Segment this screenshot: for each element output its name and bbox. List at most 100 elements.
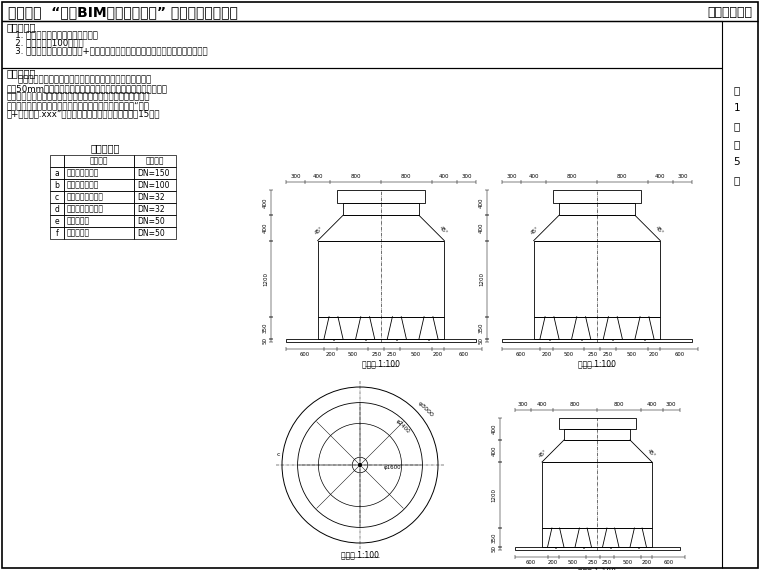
Text: 300: 300 (666, 402, 676, 407)
Text: c: c (277, 453, 280, 458)
Text: 考试要求：: 考试要求： (7, 22, 36, 32)
Bar (318, 317, 445, 339)
Bar (337, 190, 426, 203)
Text: 250: 250 (602, 560, 612, 565)
Text: 500: 500 (622, 560, 632, 565)
Text: 俯视图 1:100: 俯视图 1:100 (341, 550, 379, 559)
Bar (50, 167, 64, 179)
Bar (50, 227, 64, 239)
Bar (564, 429, 630, 440)
Text: DN=50: DN=50 (137, 217, 165, 226)
Text: 600: 600 (526, 560, 536, 565)
Text: 200: 200 (641, 560, 651, 565)
Bar (610, 547, 611, 548)
Bar (515, 547, 679, 550)
Bar (64, 155, 134, 167)
Bar (365, 339, 366, 340)
Text: 500: 500 (627, 352, 637, 357)
Bar (333, 339, 334, 340)
Text: 400: 400 (439, 174, 450, 179)
Bar (644, 339, 645, 340)
Text: 400: 400 (492, 424, 496, 434)
Text: 300: 300 (290, 174, 301, 179)
Bar (542, 528, 652, 547)
Text: 自动补充水管直径: 自动补充水管直径 (67, 205, 104, 214)
Bar (64, 167, 134, 179)
Bar (134, 215, 176, 227)
Bar (553, 190, 641, 203)
Text: 5: 5 (733, 157, 740, 167)
Bar (134, 179, 176, 191)
Text: 200: 200 (325, 352, 335, 357)
Text: 200: 200 (541, 352, 552, 357)
Text: 45°: 45° (313, 225, 324, 236)
Bar (64, 203, 134, 215)
Bar (134, 167, 176, 179)
Bar (581, 339, 582, 340)
Bar (583, 547, 584, 548)
Text: d: d (55, 205, 59, 214)
Bar (542, 462, 652, 528)
Text: 200: 200 (649, 352, 659, 357)
Text: 800: 800 (401, 174, 412, 179)
Text: 800: 800 (566, 174, 577, 179)
Text: 共: 共 (734, 139, 740, 149)
Text: 第十二期  “全国BIM技能等级考试” 二级（设备）试题: 第十二期 “全国BIM技能等级考试” 二级（设备）试题 (8, 5, 238, 19)
Text: 500: 500 (410, 352, 421, 357)
Bar (559, 418, 635, 429)
Text: f: f (55, 229, 59, 238)
Bar (534, 317, 660, 339)
Bar (396, 339, 397, 340)
Text: 250: 250 (603, 352, 613, 357)
Text: 页: 页 (734, 121, 740, 131)
Bar (318, 241, 445, 317)
Bar (134, 227, 176, 239)
Text: 400: 400 (537, 402, 547, 407)
Text: 径为50mm，图中标示不全地方请自行设置，通过构件集参数的方: 径为50mm，图中标示不全地方请自行设置，通过构件集参数的方 (7, 84, 168, 93)
Bar (134, 203, 176, 215)
Text: 1: 1 (733, 103, 740, 113)
Text: DN=50: DN=50 (137, 229, 165, 238)
Text: φ2400: φ2400 (394, 418, 410, 434)
Text: 300: 300 (518, 402, 528, 407)
Text: 一、根据图纸，用构件集方式建立冷却塔模型，支座圆管直: 一、根据图纸，用构件集方式建立冷却塔模型，支座圆管直 (7, 75, 151, 84)
Bar (50, 179, 64, 191)
Text: 300: 300 (506, 174, 517, 179)
Text: 400: 400 (479, 223, 484, 233)
Text: 表格中所给的管口直径设计连接件图元。请将模型文件以“冷却: 表格中所给的管口直径设计连接件图元。请将模型文件以“冷却 (7, 101, 150, 110)
Text: 50: 50 (492, 545, 496, 552)
Text: 400: 400 (647, 402, 657, 407)
Text: 1200: 1200 (479, 272, 484, 286)
Text: 400: 400 (263, 197, 268, 208)
Bar (502, 339, 692, 342)
Bar (50, 191, 64, 203)
Bar (559, 203, 635, 215)
Text: 200: 200 (548, 560, 558, 565)
Text: 1200: 1200 (263, 272, 268, 286)
Text: 800: 800 (614, 402, 624, 407)
Text: b: b (55, 181, 59, 189)
Text: 45°: 45° (439, 225, 448, 236)
Bar (549, 339, 550, 340)
Bar (534, 241, 660, 317)
Bar (64, 227, 134, 239)
Text: 500: 500 (567, 560, 578, 565)
Text: 350: 350 (263, 323, 268, 333)
Bar (50, 155, 64, 167)
Text: 冷却水出口直径: 冷却水出口直径 (67, 181, 100, 189)
Bar (50, 203, 64, 215)
Text: 左视图 1:100: 左视图 1:100 (578, 359, 616, 368)
Text: 塔+考生姓名.xxx”为文件名保存到考生文件夹中。（15分）: 塔+考生姓名.xxx”为文件名保存到考生文件夹中。（15分） (7, 109, 160, 119)
Text: 250: 250 (587, 560, 598, 565)
Text: 600: 600 (300, 352, 310, 357)
Text: 300: 300 (461, 174, 472, 179)
Text: 冷却水入口直径: 冷却水入口直径 (67, 169, 100, 177)
Bar (428, 339, 429, 340)
Text: 400: 400 (312, 174, 323, 179)
Text: 800: 800 (570, 402, 580, 407)
Text: 中国图学学会: 中国图学学会 (707, 6, 752, 18)
Text: 800: 800 (617, 174, 628, 179)
Text: 400: 400 (492, 446, 496, 456)
Text: 800: 800 (350, 174, 361, 179)
Text: 1200: 1200 (492, 488, 496, 502)
